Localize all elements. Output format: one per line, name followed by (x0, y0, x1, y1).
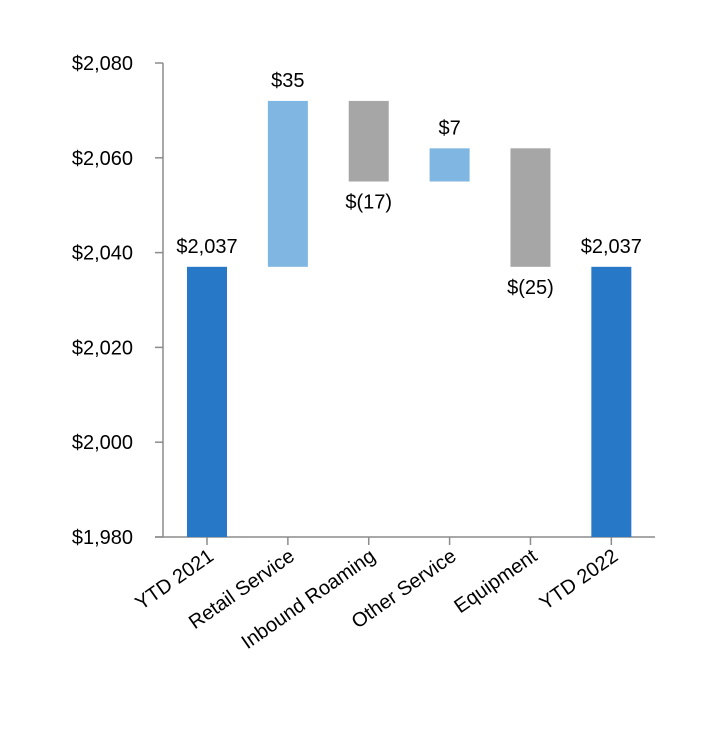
y-tick-label: $1,980 (72, 527, 133, 549)
y-tick-label: $2,040 (72, 243, 133, 265)
y-tick-label: $2,060 (72, 148, 133, 170)
data-label: $35 (271, 70, 304, 92)
category-label: Equipment (450, 545, 541, 618)
category-label: YTD 2022 (536, 545, 622, 615)
y-tick-label: $2,020 (72, 337, 133, 359)
data-label: $7 (438, 117, 460, 139)
data-label: $(17) (345, 192, 392, 214)
data-label: $(25) (507, 277, 554, 299)
category-label: Inbound Roaming (238, 545, 380, 654)
bar-equipment (510, 148, 551, 267)
data-labels: $2,037 $35 $(17) $7 $(25) $2,037 (176, 70, 642, 299)
data-label: $2,037 (176, 236, 237, 258)
bar-ytd-2022 (591, 266, 632, 537)
bars (187, 100, 632, 537)
bar-ytd-2021 (187, 266, 227, 537)
y-tick-label: $2,000 (72, 432, 133, 454)
data-label: $2,037 (581, 236, 642, 258)
y-axis: $1,980 $2,000 $2,020 $2,040 $2,060 $2,080 (72, 53, 164, 549)
y-tick-label: $2,080 (72, 53, 133, 75)
x-axis (155, 536, 655, 545)
bar-retail-service (267, 100, 308, 267)
bar-inbound-roaming (348, 100, 389, 182)
bar-other-service (429, 148, 470, 182)
